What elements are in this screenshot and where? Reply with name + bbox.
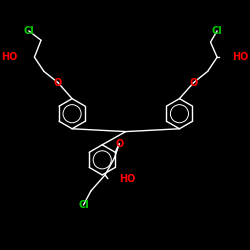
Text: Cl: Cl (78, 200, 89, 210)
Text: O: O (190, 78, 198, 88)
Text: HO: HO (1, 52, 18, 62)
Text: HO: HO (119, 174, 136, 184)
Text: Cl: Cl (24, 26, 34, 36)
Text: Cl: Cl (212, 26, 222, 36)
Text: HO: HO (232, 52, 248, 62)
Text: O: O (54, 78, 62, 88)
Text: O: O (115, 139, 123, 149)
